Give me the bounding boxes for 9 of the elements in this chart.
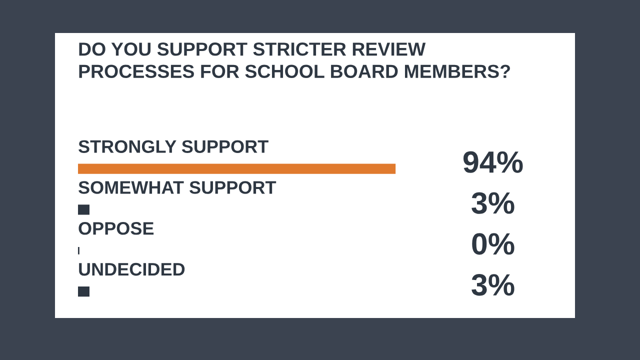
y-tick-label: OPPOSE xyxy=(78,222,154,235)
data-label: 94% xyxy=(463,151,523,173)
chart-title: DO YOU SUPPORT STRICTER REVIEW PROCESSES FOR SCHOOL BOARD MEMBERS? xyxy=(79,42,510,78)
data-label: 3% xyxy=(472,274,514,296)
data-label: 3% xyxy=(472,192,514,214)
y-tick-label: SOMEWHAT SUPPORT xyxy=(78,181,276,194)
data-label: 0% xyxy=(472,233,514,255)
y-tick-label: STRONGLY SUPPORT xyxy=(78,140,268,153)
y-tick-label: UNDECIDED xyxy=(79,262,185,276)
